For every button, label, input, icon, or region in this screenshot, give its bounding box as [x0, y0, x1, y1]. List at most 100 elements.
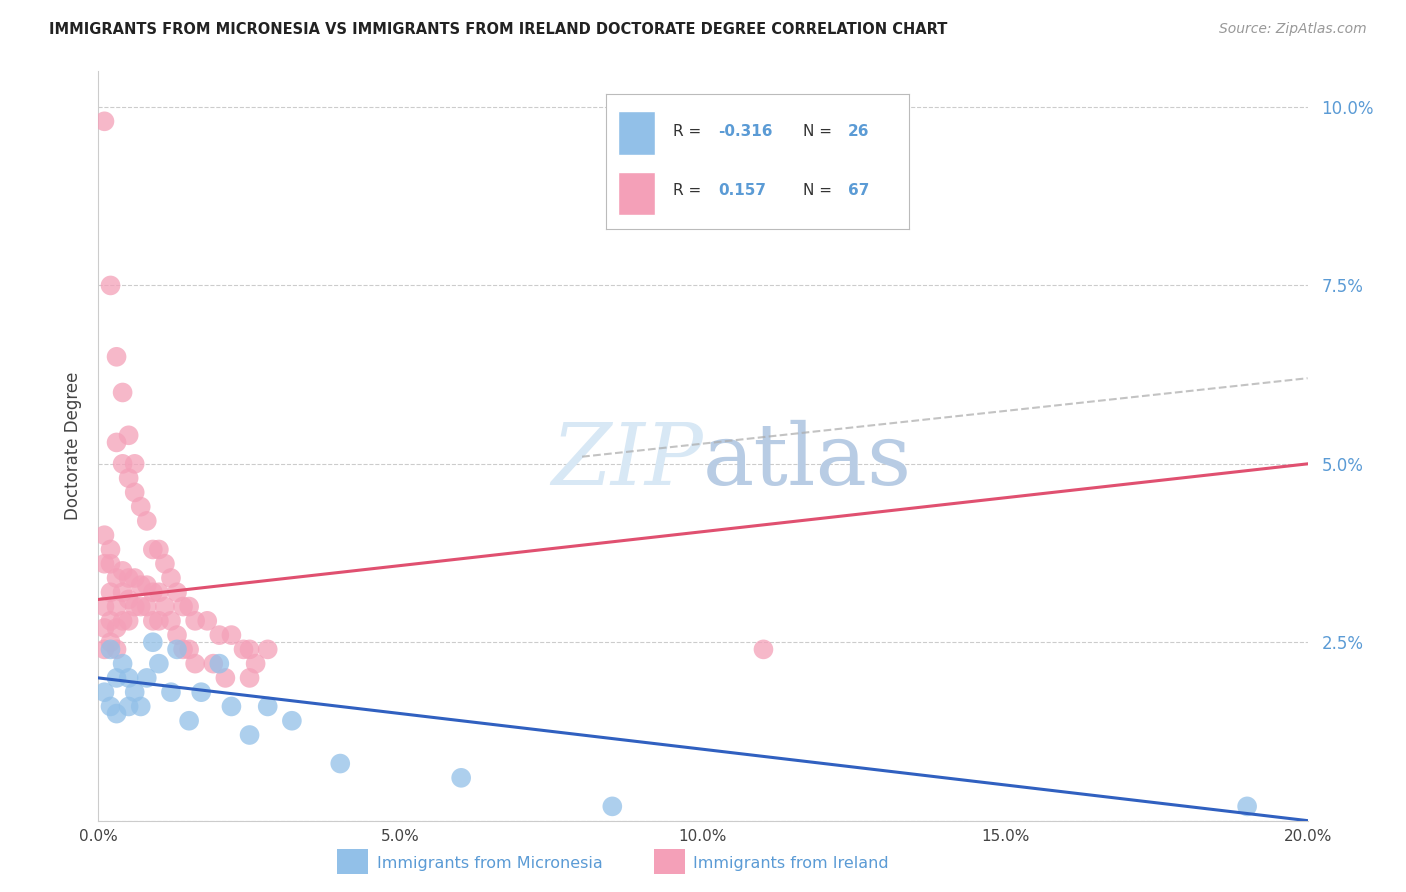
Point — [129, 599, 152, 614]
Point — [602, 799, 624, 814]
Point — [179, 642, 201, 657]
Point — [160, 571, 183, 585]
Point — [100, 278, 122, 293]
Point — [239, 671, 262, 685]
Text: Immigrants from Micronesia: Immigrants from Micronesia — [377, 856, 603, 871]
Point — [329, 756, 352, 771]
Point — [129, 578, 152, 592]
Point — [135, 514, 157, 528]
Point — [172, 642, 194, 657]
Point — [184, 657, 207, 671]
Point — [239, 642, 262, 657]
Point — [105, 350, 128, 364]
Point — [208, 657, 231, 671]
Point — [100, 585, 122, 599]
Point — [208, 628, 231, 642]
Point — [118, 428, 141, 442]
Point — [118, 471, 141, 485]
Point — [153, 599, 176, 614]
Point — [100, 614, 122, 628]
Point — [129, 699, 152, 714]
Point — [148, 657, 170, 671]
Point — [195, 614, 218, 628]
Point — [100, 542, 122, 557]
Point — [105, 435, 128, 450]
Point — [135, 578, 157, 592]
Point — [142, 614, 165, 628]
Point — [105, 621, 128, 635]
Point — [153, 557, 176, 571]
Point — [111, 385, 134, 400]
Point — [93, 528, 115, 542]
Point — [124, 685, 146, 699]
Point — [202, 657, 225, 671]
Point — [221, 699, 243, 714]
Point — [93, 557, 115, 571]
Point — [142, 635, 165, 649]
Point — [111, 564, 134, 578]
Text: Source: ZipAtlas.com: Source: ZipAtlas.com — [1219, 22, 1367, 37]
Text: atlas: atlas — [703, 419, 912, 502]
Point — [100, 557, 122, 571]
Point — [124, 485, 146, 500]
Point — [124, 599, 146, 614]
Point — [124, 571, 146, 585]
Point — [1236, 799, 1258, 814]
Point — [148, 542, 170, 557]
Point — [100, 635, 122, 649]
Point — [93, 114, 115, 128]
Point — [245, 657, 267, 671]
Point — [135, 671, 157, 685]
Point — [148, 585, 170, 599]
Point — [214, 671, 236, 685]
Point — [221, 628, 243, 642]
Point — [118, 571, 141, 585]
Point — [450, 771, 472, 785]
Point — [111, 657, 134, 671]
Point — [166, 642, 188, 657]
Point — [111, 614, 134, 628]
Point — [148, 614, 170, 628]
Point — [256, 699, 278, 714]
Point — [93, 642, 115, 657]
Point — [118, 699, 141, 714]
Point — [142, 542, 165, 557]
Text: Immigrants from Ireland: Immigrants from Ireland — [693, 856, 889, 871]
Point — [179, 714, 201, 728]
Point — [160, 685, 183, 699]
Point — [135, 599, 157, 614]
Y-axis label: Doctorate Degree: Doctorate Degree — [65, 372, 83, 520]
Text: ZIP: ZIP — [551, 419, 703, 502]
Point — [281, 714, 304, 728]
Point — [111, 585, 134, 599]
Point — [172, 599, 194, 614]
Point — [118, 671, 141, 685]
Point — [232, 642, 254, 657]
Point — [166, 628, 188, 642]
Point — [93, 599, 115, 614]
Point — [105, 671, 128, 685]
Point — [166, 585, 188, 599]
Point — [100, 699, 122, 714]
Point — [239, 728, 262, 742]
Point — [118, 614, 141, 628]
Point — [105, 642, 128, 657]
Point — [118, 592, 141, 607]
Text: IMMIGRANTS FROM MICRONESIA VS IMMIGRANTS FROM IRELAND DOCTORATE DEGREE CORRELATI: IMMIGRANTS FROM MICRONESIA VS IMMIGRANTS… — [49, 22, 948, 37]
Point — [93, 685, 115, 699]
Point — [256, 642, 278, 657]
Point — [105, 571, 128, 585]
Point — [752, 642, 775, 657]
Point — [124, 457, 146, 471]
Point — [179, 599, 201, 614]
Point — [184, 614, 207, 628]
Point — [129, 500, 152, 514]
Point — [160, 614, 183, 628]
Point — [190, 685, 212, 699]
Point — [105, 706, 128, 721]
Point — [93, 621, 115, 635]
Point — [105, 599, 128, 614]
Point — [100, 642, 122, 657]
Point — [142, 585, 165, 599]
Point — [111, 457, 134, 471]
